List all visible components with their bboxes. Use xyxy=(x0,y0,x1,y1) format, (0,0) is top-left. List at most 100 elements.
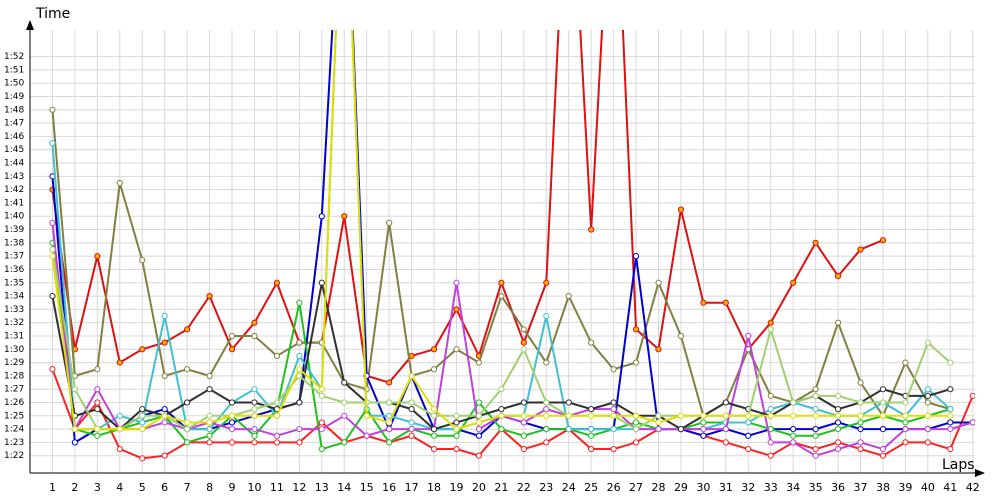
point xyxy=(812,392,819,399)
plot-area xyxy=(49,30,975,462)
point xyxy=(767,452,774,459)
y-tick-label: 1:35 xyxy=(4,278,24,288)
point xyxy=(139,455,146,462)
point xyxy=(116,179,123,187)
x-tick-label: 9 xyxy=(229,481,236,494)
point xyxy=(475,399,483,406)
x-tick-label: 19 xyxy=(449,481,463,494)
point xyxy=(430,432,438,439)
point xyxy=(924,439,931,446)
point xyxy=(296,339,303,346)
point xyxy=(341,379,348,386)
x-tick-label: 27 xyxy=(629,481,643,494)
x-tick-label: 32 xyxy=(741,481,755,494)
point xyxy=(857,445,864,453)
point xyxy=(812,386,819,393)
x-tick-label: 1 xyxy=(49,481,56,494)
point xyxy=(655,425,662,433)
y-tick-label: 1:30 xyxy=(4,345,24,355)
series-line xyxy=(51,222,974,457)
point xyxy=(228,439,236,446)
point xyxy=(251,399,258,406)
point xyxy=(475,432,483,439)
point xyxy=(745,332,752,340)
point xyxy=(251,432,258,439)
point xyxy=(879,237,887,244)
point xyxy=(790,412,797,419)
point xyxy=(430,412,438,419)
point xyxy=(632,419,640,426)
point xyxy=(386,419,393,426)
point xyxy=(273,439,281,446)
point xyxy=(273,352,281,360)
x-tick-label: 39 xyxy=(898,481,912,494)
point xyxy=(430,366,438,373)
point xyxy=(430,406,438,413)
x-tick-label: 3 xyxy=(94,481,101,494)
point xyxy=(834,412,842,419)
point xyxy=(318,279,325,286)
point xyxy=(49,292,56,300)
y-tick-label: 1:28 xyxy=(4,371,24,381)
point xyxy=(498,412,505,419)
point xyxy=(273,399,281,406)
point xyxy=(228,425,236,433)
point xyxy=(812,445,819,453)
point xyxy=(184,399,191,406)
point xyxy=(520,419,527,426)
point xyxy=(790,399,797,406)
point xyxy=(71,425,78,433)
point xyxy=(543,425,550,433)
y-tick-label: 1:39 xyxy=(4,225,24,235)
point xyxy=(879,452,887,459)
y-tick-label: 1:47 xyxy=(4,119,24,129)
x-tick-label: 10 xyxy=(247,481,261,494)
point xyxy=(588,425,595,433)
point xyxy=(139,406,146,413)
point xyxy=(677,425,685,433)
point xyxy=(296,299,303,306)
point xyxy=(588,406,595,413)
point xyxy=(834,419,842,426)
point xyxy=(722,412,729,419)
point xyxy=(879,412,887,419)
point xyxy=(947,419,954,426)
point xyxy=(632,253,640,260)
y-tick-label: 1:51 xyxy=(4,65,24,75)
point xyxy=(745,412,752,419)
y-tick-label: 1:24 xyxy=(4,425,24,435)
y-tick-label: 1:48 xyxy=(4,105,24,115)
point xyxy=(49,106,56,113)
point xyxy=(498,406,505,413)
x-tick-label: 25 xyxy=(584,481,598,494)
point xyxy=(386,425,393,433)
point xyxy=(49,253,56,260)
point xyxy=(610,425,617,433)
point xyxy=(924,386,931,393)
point xyxy=(139,425,146,433)
point xyxy=(206,292,213,300)
point xyxy=(902,399,909,406)
point xyxy=(700,299,707,306)
point xyxy=(273,279,281,286)
y-tick-label: 1:25 xyxy=(4,411,24,421)
point xyxy=(879,399,887,406)
y-tick-label: 1:33 xyxy=(4,305,24,315)
point xyxy=(902,419,909,426)
point xyxy=(588,412,595,419)
point xyxy=(834,445,842,453)
point xyxy=(565,425,572,433)
point xyxy=(610,406,617,413)
point xyxy=(902,412,909,419)
y-tick-label: 1:27 xyxy=(4,385,24,395)
point xyxy=(879,445,887,453)
point xyxy=(588,226,595,233)
point xyxy=(498,279,505,286)
x-tick-label: 29 xyxy=(674,481,688,494)
x-tick-label: 35 xyxy=(809,481,823,494)
series-line xyxy=(51,368,974,460)
x-tick-label: 28 xyxy=(652,481,666,494)
x-tick-label: 12 xyxy=(292,481,306,494)
point xyxy=(745,432,752,439)
point xyxy=(49,219,56,226)
